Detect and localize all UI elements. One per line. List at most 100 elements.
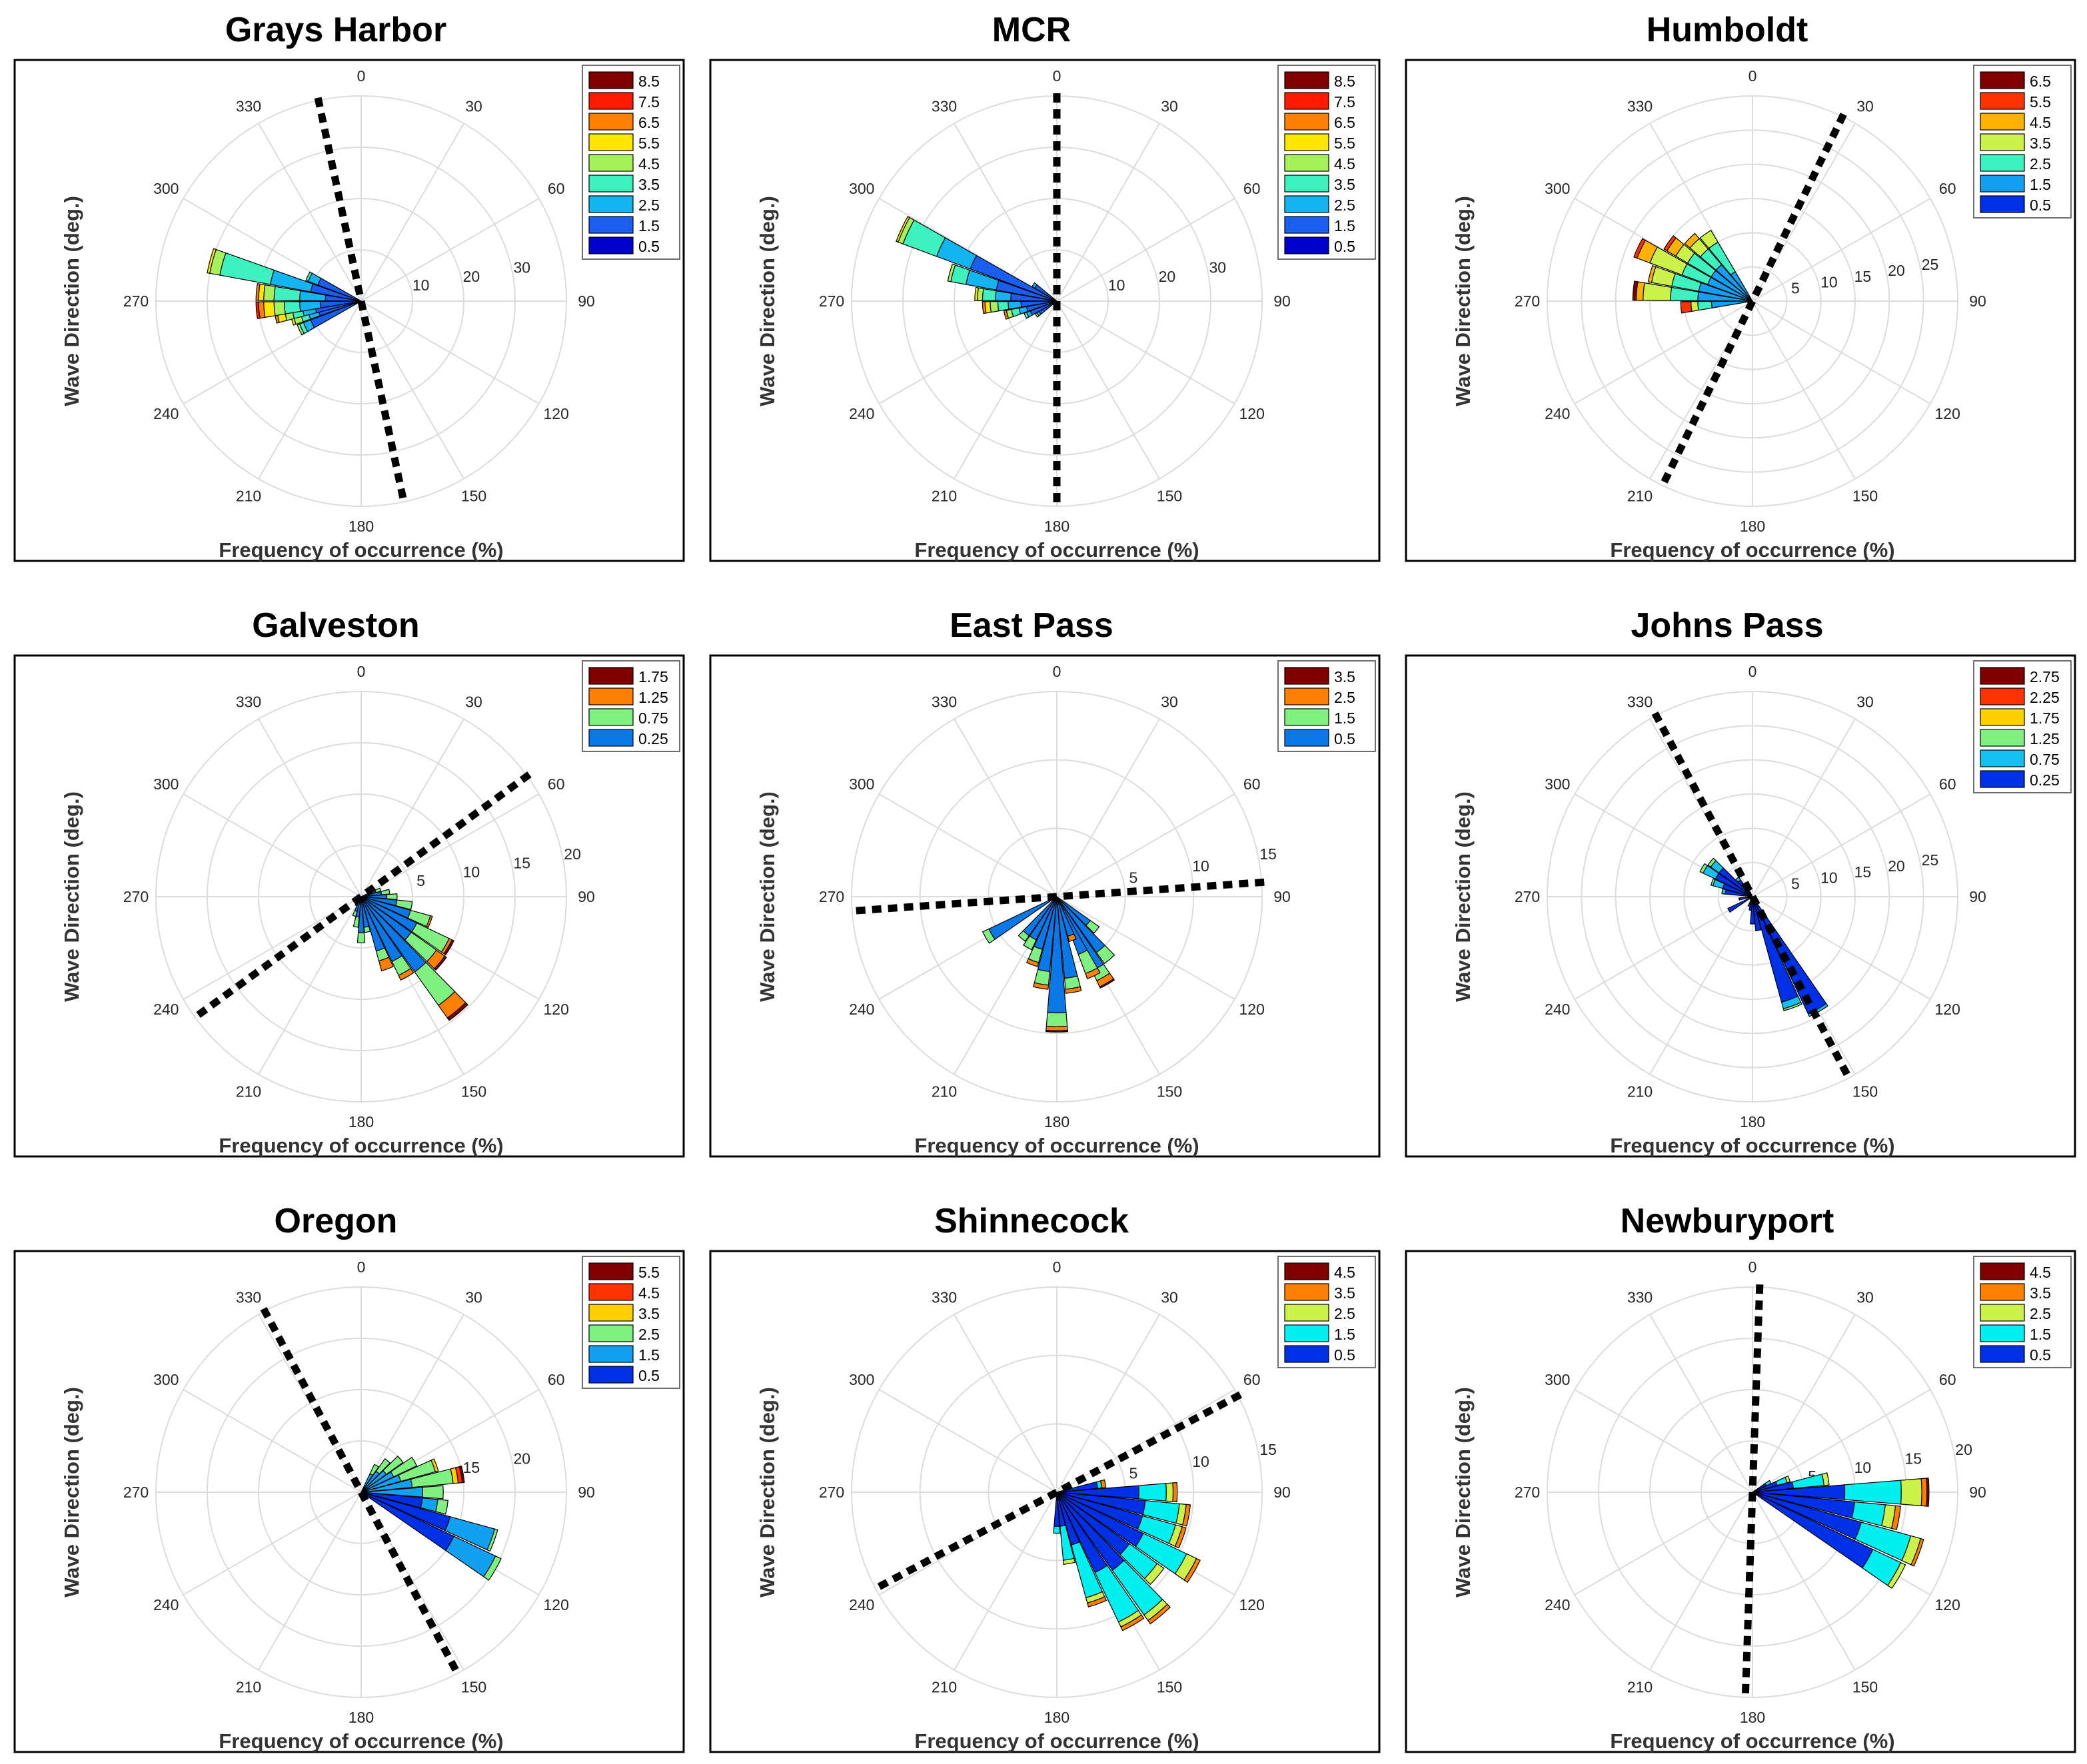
legend-label: 2.5 <box>2030 155 2051 173</box>
rose-bar-segment <box>382 1456 404 1476</box>
rose-bar-segment <box>283 301 301 314</box>
legend-label: 0.5 <box>1334 730 1355 747</box>
angle-tick-label: 180 <box>1044 1113 1069 1130</box>
x-axis-label: Frequency of occurrence (%) <box>219 538 503 562</box>
grid-spoke <box>878 1389 1057 1493</box>
panel-title: Humboldt <box>1647 11 1808 49</box>
angle-tick-label: 120 <box>1935 1596 1960 1613</box>
legend-swatch <box>1980 113 2025 131</box>
legend-swatch <box>588 708 634 726</box>
rose-bar-segment <box>263 301 276 318</box>
x-axis-label: Frequency of occurrence (%) <box>1610 1134 1894 1157</box>
angle-tick-label: 60 <box>1939 775 1956 793</box>
rose-bar-segment <box>1684 232 1700 248</box>
panel-title: Johns Pass <box>1631 606 1823 645</box>
y-axis-label: Wave Direction (deg.) <box>1451 791 1475 1002</box>
legend-label: 5.5 <box>638 1264 660 1281</box>
angle-tick-label: 90 <box>578 888 595 905</box>
legend-swatch <box>1284 708 1329 726</box>
x-axis-label: Frequency of occurrence (%) <box>914 1729 1199 1753</box>
legend-swatch <box>1980 1283 2025 1301</box>
rose-bar-segment <box>422 1485 444 1500</box>
angle-tick-label: 240 <box>153 1596 179 1613</box>
rose-bar-segment <box>1143 1563 1165 1585</box>
angle-tick-label: 300 <box>153 1371 179 1388</box>
grid-spoke <box>1056 198 1235 302</box>
grid-spoke <box>258 896 362 1075</box>
radial-tick-label: 15 <box>1259 1441 1277 1458</box>
legend-swatch <box>1284 71 1329 89</box>
legend-label: 7.5 <box>638 93 660 111</box>
grid-spoke <box>878 793 1057 897</box>
grid-spoke <box>1752 198 1931 302</box>
shoreline-orientation-line <box>1658 113 1847 490</box>
rose-bar-segment <box>1721 888 1727 895</box>
angle-tick-label: 270 <box>123 1484 149 1501</box>
radial-tick-label: 10 <box>1192 1453 1209 1470</box>
rose-bar-segment <box>430 1458 439 1473</box>
radial-tick-label: 15 <box>1904 1450 1922 1467</box>
legend-swatch <box>588 1366 634 1384</box>
angle-tick-label: 300 <box>1545 180 1570 197</box>
angle-tick-label: 330 <box>932 1288 957 1306</box>
legend-label: 3.5 <box>1334 176 1355 193</box>
x-axis-label: Frequency of occurrence (%) <box>914 1134 1199 1157</box>
angle-tick-label: 300 <box>849 1371 874 1388</box>
legend-label: 3.5 <box>2030 135 2051 152</box>
rose-bar-segment <box>482 1555 502 1581</box>
rose-bar-segment <box>1750 896 1755 925</box>
legend-swatch <box>588 113 634 131</box>
angle-tick-label: 150 <box>1852 488 1878 505</box>
grid-spoke <box>258 1492 362 1671</box>
rose-bar-segment <box>426 915 433 928</box>
legend-swatch <box>1284 216 1329 234</box>
grid-spoke <box>1649 896 1753 1075</box>
angle-tick-label: 90 <box>578 1484 595 1501</box>
x-axis-label: Frequency of occurrence (%) <box>219 1729 503 1753</box>
legend-swatch <box>1284 92 1329 110</box>
legend-swatch <box>588 729 634 747</box>
grid-spoke <box>1574 1389 1753 1493</box>
legend-label: 0.5 <box>638 1367 660 1384</box>
legend-label: 2.25 <box>2030 689 2060 706</box>
legend-swatch <box>1980 770 2025 788</box>
rose-bar-segment <box>1085 967 1101 979</box>
grid-spoke <box>1752 300 1856 480</box>
legend-label: 2.5 <box>2030 1305 2051 1322</box>
rose-bar-segment <box>1784 1475 1791 1484</box>
rose-bar-segment <box>1172 1482 1178 1503</box>
rose-bar-segment <box>982 288 997 301</box>
angle-tick-label: 0 <box>1748 663 1757 680</box>
radial-tick-label: 5 <box>1129 1465 1137 1482</box>
rose-bar-segment <box>1147 1603 1171 1625</box>
wave-rose-panel-6: Johns Pass 0 30 60 90 120 150 180 210 240 270 300 33… <box>1405 606 2076 1158</box>
shoreline-orientation-line <box>314 97 408 506</box>
radial-tick-label: 10 <box>1820 274 1838 291</box>
rose-bar-segment <box>982 301 987 314</box>
legend-swatch <box>1284 236 1329 254</box>
legend-swatch <box>588 92 634 110</box>
rose-bar-segment <box>1165 1482 1174 1502</box>
legend-swatch <box>1284 729 1329 747</box>
angle-tick-label: 270 <box>819 292 844 310</box>
legend-label: 1.5 <box>2030 1326 2051 1343</box>
legend-swatch <box>1284 1345 1329 1363</box>
legend-label: 4.5 <box>638 1284 660 1302</box>
rose-bar-segment <box>1065 986 1082 994</box>
rose-bar-segment <box>1663 234 1677 252</box>
radial-tick-label: 25 <box>1922 256 1939 273</box>
rose-bar-segment <box>352 910 358 917</box>
rose-bar-segment <box>1063 1557 1076 1565</box>
angle-tick-label: 90 <box>1273 888 1291 905</box>
legend-swatch <box>588 71 634 89</box>
rose-bar-segment <box>1045 1029 1068 1033</box>
rose-bar-segment <box>352 916 360 928</box>
grid-spoke <box>360 300 540 404</box>
rose-bar-segment <box>982 928 996 944</box>
rose-bar-segment <box>305 271 313 282</box>
rose-bar-segment <box>1023 935 1037 951</box>
angle-tick-label: 300 <box>849 180 874 197</box>
rose-bar-segment <box>1699 229 1719 249</box>
grid-spoke <box>954 300 1057 480</box>
legend-label: 1.5 <box>2030 176 2051 193</box>
